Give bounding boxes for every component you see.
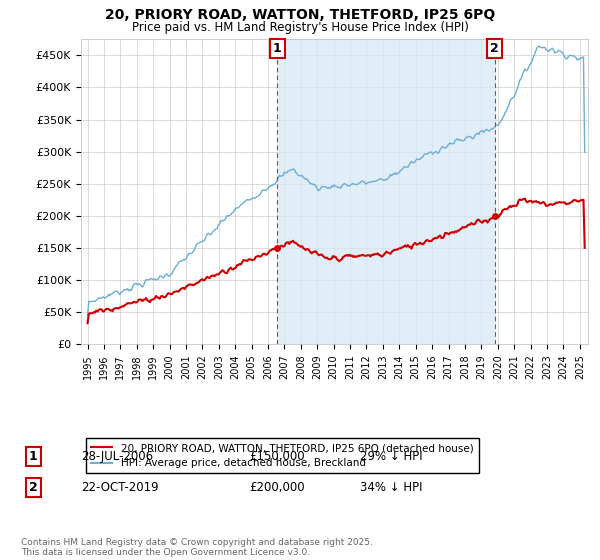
- Text: 28-JUL-2006: 28-JUL-2006: [81, 450, 153, 463]
- Text: 20, PRIORY ROAD, WATTON, THETFORD, IP25 6PQ: 20, PRIORY ROAD, WATTON, THETFORD, IP25 …: [105, 8, 495, 22]
- Text: £200,000: £200,000: [249, 480, 305, 494]
- Text: Contains HM Land Registry data © Crown copyright and database right 2025.
This d: Contains HM Land Registry data © Crown c…: [21, 538, 373, 557]
- Text: 29% ↓ HPI: 29% ↓ HPI: [360, 450, 422, 463]
- Text: £150,000: £150,000: [249, 450, 305, 463]
- Text: 22-OCT-2019: 22-OCT-2019: [81, 480, 158, 494]
- Text: Price paid vs. HM Land Registry's House Price Index (HPI): Price paid vs. HM Land Registry's House …: [131, 21, 469, 34]
- Bar: [277, 39, 494, 344]
- Text: 1: 1: [29, 450, 37, 463]
- Text: 34% ↓ HPI: 34% ↓ HPI: [360, 480, 422, 494]
- Text: 2: 2: [29, 480, 37, 494]
- Text: 1: 1: [273, 42, 282, 55]
- Text: 2: 2: [490, 42, 499, 55]
- Legend: 20, PRIORY ROAD, WATTON, THETFORD, IP25 6PQ (detached house), HPI: Average price: 20, PRIORY ROAD, WATTON, THETFORD, IP25 …: [86, 438, 479, 473]
